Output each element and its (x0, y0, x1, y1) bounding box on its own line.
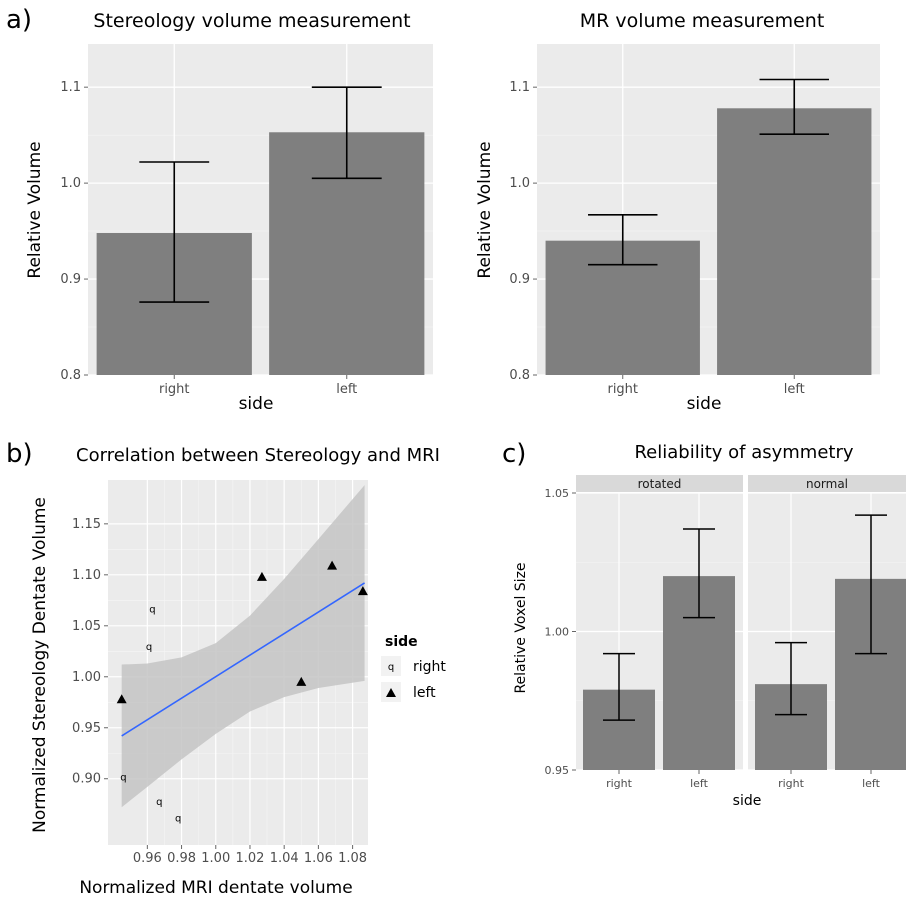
chart-title: MR volume measurement (580, 10, 825, 32)
chart-title: Stereology volume measurement (93, 10, 410, 32)
x-tick-label: right (778, 777, 805, 790)
y-tick-label: 0.95 (72, 721, 101, 736)
x-tick-label: left (862, 777, 881, 790)
y-tick-label: 0.95 (545, 764, 570, 777)
panel-label-a: a) (6, 5, 32, 35)
y-tick-label: 1.1 (60, 80, 81, 95)
x-tick-label: right (607, 382, 638, 397)
data-point-left (256, 571, 267, 581)
y-tick-label: 1.00 (545, 626, 570, 639)
x-axis-label: Normalized MRI dentate volume (79, 878, 352, 898)
data-point-left (116, 694, 127, 704)
legend-entry-right: right (413, 659, 446, 675)
y-axis-label: Relative Voxel Size (513, 562, 529, 693)
facet-strip-label: rotated (638, 477, 682, 491)
data-point-left (296, 676, 307, 686)
chart-correlation: Correlation between Stereology and MRI N… (30, 445, 446, 898)
chart-title: Reliability of asymmetry (634, 442, 853, 463)
confidence-band (121, 485, 365, 808)
legend-key-left-marker (386, 688, 396, 697)
chart-title: Correlation between Stereology and MRI (76, 445, 440, 466)
chart-stereology: Stereology volume measurement side Relat… (25, 10, 433, 414)
data-point-right: q (146, 642, 152, 653)
x-tick-label: left (784, 382, 805, 397)
y-tick-label: 1.0 (60, 176, 81, 191)
y-tick-label: 1.15 (72, 517, 101, 532)
data-point-left (327, 560, 338, 570)
data-point-left (357, 586, 368, 596)
data-point-right: q (156, 797, 162, 808)
x-tick-label: 1.06 (304, 851, 333, 866)
x-tick-label: 1.02 (235, 851, 264, 866)
y-tick-label: 0.8 (60, 368, 81, 383)
x-tick-label: 1.04 (270, 851, 299, 866)
x-tick-label: 0.96 (133, 851, 162, 866)
facet-strip-rotated (576, 475, 743, 492)
chart-mr: MR volume measurement side Relative Volu… (475, 10, 880, 414)
y-tick-label: 1.05 (72, 619, 101, 634)
x-tick-label: right (606, 777, 633, 790)
facet-strip-normal (748, 475, 906, 492)
data-point-right: q (120, 773, 126, 784)
data-point-right: q (175, 813, 181, 824)
y-tick-label: 1.05 (545, 487, 570, 500)
x-tick-label: 1.00 (201, 851, 230, 866)
y-axis-label: Normalized Stereology Dentate Volume (30, 497, 50, 833)
y-axis-label: Relative Volume (25, 141, 45, 278)
panel-label-c: c) (502, 439, 526, 469)
bar-left (717, 108, 872, 375)
y-axis-label: Relative Volume (475, 141, 495, 278)
legend-key-right-bg (381, 656, 401, 676)
x-axis-label: side (733, 793, 762, 809)
x-tick-label: left (690, 777, 709, 790)
x-tick-label: 1.08 (338, 851, 367, 866)
y-tick-label: 1.00 (72, 670, 101, 685)
y-tick-label: 0.8 (509, 368, 530, 383)
facet-strip-label: normal (806, 477, 848, 491)
x-axis-label: side (239, 394, 274, 414)
x-axis-label: side (687, 394, 722, 414)
chart-reliability: Reliability of asymmetry side Relative V… (513, 442, 906, 809)
legend-title: side (385, 634, 418, 650)
legend-entry-left: left (413, 685, 436, 701)
x-tick-label: left (336, 382, 357, 397)
y-tick-label: 0.9 (509, 272, 530, 287)
regression-line (121, 582, 366, 737)
y-tick-label: 1.1 (509, 80, 530, 95)
legend-key-right-marker: q (388, 662, 394, 673)
y-tick-label: 1.10 (72, 568, 101, 583)
data-point-right: q (149, 604, 155, 615)
y-tick-label: 1.0 (509, 176, 530, 191)
y-tick-label: 0.9 (60, 272, 81, 287)
x-tick-label: right (159, 382, 190, 397)
x-tick-label: 0.98 (167, 851, 196, 866)
panel-label-b: b) (6, 439, 33, 469)
y-tick-label: 0.90 (72, 772, 101, 787)
